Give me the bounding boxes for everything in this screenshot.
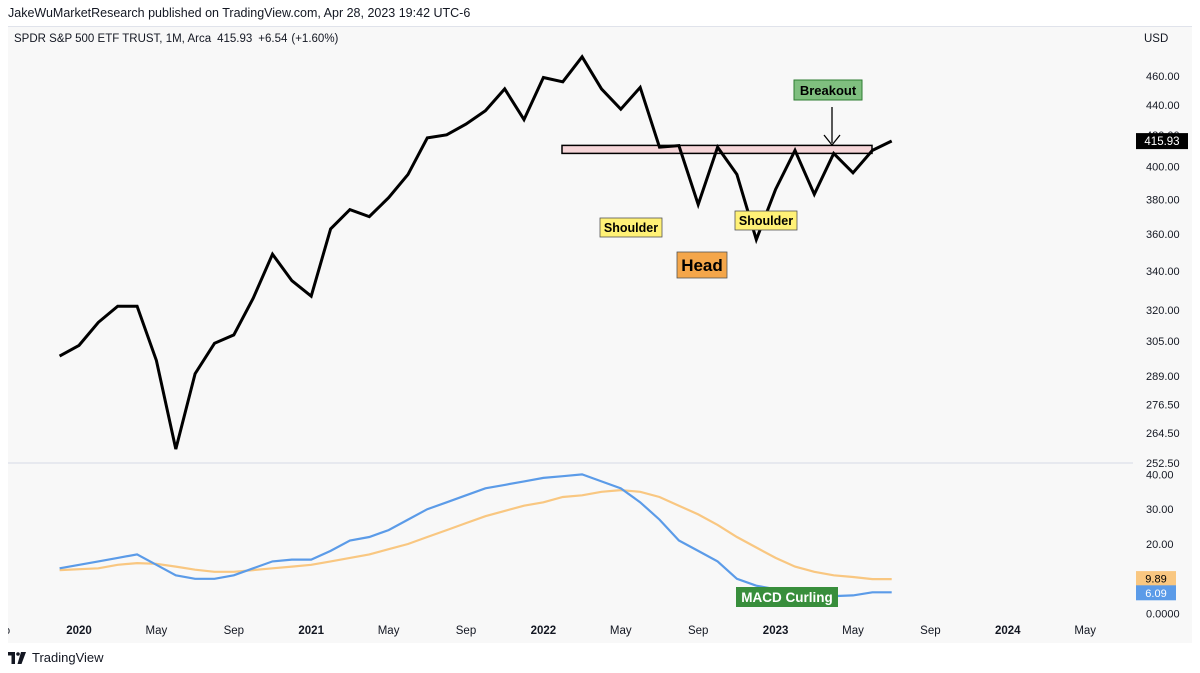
time-tick-label: May	[842, 625, 864, 637]
price-tick-label: 340.00	[1146, 266, 1180, 278]
price-tick-label: 360.00	[1146, 229, 1180, 241]
macd-tick-label: 20.00	[1146, 539, 1174, 551]
time-tick-label: 2023	[763, 625, 789, 637]
macd-curling-box	[736, 587, 838, 607]
macd-tick-label: 30.00	[1146, 504, 1174, 516]
macd-tick-label: 40.00	[1146, 469, 1174, 481]
tradingview-brand[interactable]: TradingView	[32, 650, 104, 665]
chart-area[interactable]: SPDR S&P 500 ETF TRUST, 1M, Arca 415.93 +6…	[8, 26, 1192, 643]
last-price-tag-bg	[1136, 133, 1188, 150]
currency-label: USD	[1144, 33, 1168, 45]
time-tick-label: 2021	[298, 625, 324, 637]
price-tick-label: 289.00	[1146, 371, 1180, 383]
price-tick-label: 320.00	[1146, 305, 1180, 317]
macd-last-value: 6.09	[1145, 588, 1166, 600]
time-tick-label: 2020	[66, 625, 92, 637]
breakout-arrow-head	[823, 134, 841, 147]
time-tick-label: o	[8, 625, 10, 637]
right-shoulder-label: Shoulder	[739, 214, 793, 228]
time-tick-label: May	[610, 625, 632, 637]
macd-line[interactable]	[59, 473, 892, 598]
price-tick-label: 305.00	[1146, 336, 1180, 348]
price-tick-label: 276.50	[1146, 399, 1180, 411]
footer: TradingView	[8, 650, 104, 665]
left-shoulder-box	[599, 217, 663, 238]
time-tick-label: Sep	[920, 625, 940, 637]
signal-tag-bg	[1136, 571, 1176, 587]
head-label: Head	[681, 256, 723, 275]
symbol-interval: 1M	[166, 33, 182, 45]
time-tick-label: Sep	[456, 625, 476, 637]
macd-tag-bg	[1136, 585, 1176, 601]
time-tick-label: May	[378, 625, 400, 637]
price-tick-label: 440.00	[1146, 100, 1180, 112]
symbol-name: SPDR S&P 500 ETF TRUST	[14, 33, 161, 45]
price-axis[interactable]: 460.00440.00420.00400.00380.00360.00340.…	[1146, 71, 1180, 470]
time-tick-label: 2024	[995, 625, 1021, 637]
macd-tick-label: 0.0000	[1146, 609, 1180, 621]
left-shoulder-label: Shoulder	[604, 221, 658, 235]
price-tick-label: 252.50	[1146, 458, 1180, 470]
last-price-tag: 415.93	[1136, 133, 1188, 150]
right-shoulder-box	[734, 210, 798, 231]
price-tick-label: 380.00	[1146, 194, 1180, 206]
price-tick-label: 400.00	[1146, 161, 1180, 173]
macd-curling-annotation[interactable]: MACD Curling	[736, 587, 838, 607]
price-line[interactable]	[58, 54, 893, 450]
time-tick-label: May	[1074, 625, 1096, 637]
breakout-box	[793, 79, 863, 101]
breakout-label: Breakout	[800, 83, 857, 98]
signal-value-tag: 9.89	[1136, 571, 1176, 587]
right-shoulder-annotation[interactable]: Shoulder	[734, 210, 798, 231]
price-tick-label: 264.50	[1146, 428, 1180, 440]
symbol-legend: SPDR S&P 500 ETF TRUST, 1M, Arca 415.93 +6…	[14, 33, 339, 45]
left-shoulder-annotation[interactable]: Shoulder	[599, 217, 663, 238]
time-tick-label: Sep	[688, 625, 708, 637]
macd-curling-label: MACD Curling	[741, 590, 833, 605]
chart-svg[interactable]: SPDR S&P 500 ETF TRUST, 1M, Arca 415.93 +6…	[8, 27, 1192, 643]
macd-value-tag: 6.09	[1136, 585, 1176, 601]
price-tick-label: 460.00	[1146, 71, 1180, 83]
signal-last-value: 9.89	[1145, 574, 1166, 586]
symbol-last: 415.93	[217, 33, 252, 45]
published-header: JakeWuMarketResearch published on Tradin…	[8, 6, 471, 20]
symbol-exchange: Arca	[187, 33, 211, 45]
time-axis[interactable]: o 2020 May Sep 2021 May Sep 2022 May Sep 2023 May Se…	[8, 625, 1096, 637]
head-annotation[interactable]: Head	[676, 251, 728, 279]
signal-line[interactable]	[59, 488, 892, 581]
symbol-change: +6.54	[258, 33, 288, 45]
breakout-annotation[interactable]: Breakout	[793, 79, 863, 147]
head-box	[676, 251, 728, 279]
last-price-value: 415.93	[1144, 136, 1179, 148]
symbol-change-pct: (+1.60%)	[291, 33, 338, 45]
time-tick-label: May	[146, 625, 168, 637]
time-tick-label: 2022	[531, 625, 557, 637]
tradingview-logo-icon	[8, 651, 26, 664]
time-tick-label: Sep	[224, 625, 244, 637]
